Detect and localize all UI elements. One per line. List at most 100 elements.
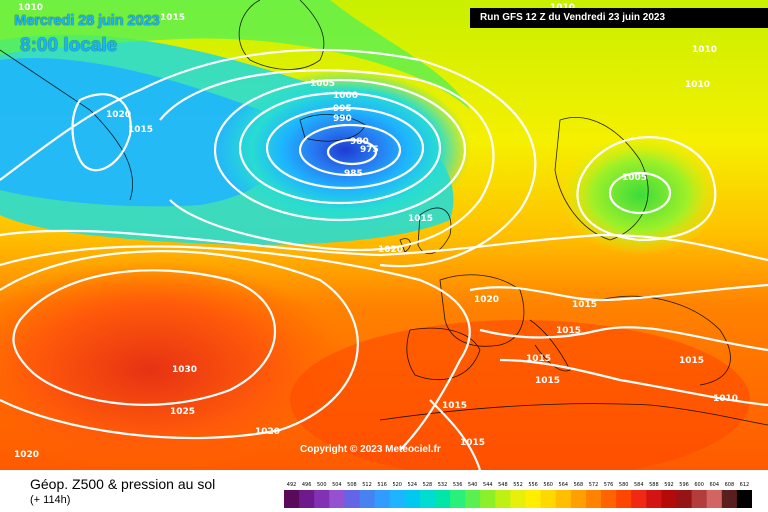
scale-tick-label: 536 bbox=[453, 482, 463, 488]
isobar-1015-south bbox=[499, 358, 768, 407]
mediterranean-warm bbox=[290, 320, 750, 470]
isobar-label: 995 bbox=[333, 104, 352, 114]
scale-swatch bbox=[676, 490, 693, 508]
cold-air-core bbox=[0, 58, 283, 207]
isobar-1015-africa bbox=[429, 399, 482, 470]
scale-tick-label: 528 bbox=[423, 482, 433, 488]
isobar-label: 1025 bbox=[170, 407, 195, 417]
scale-tick-label: 580 bbox=[619, 482, 629, 488]
isobar-1020 bbox=[0, 245, 471, 451]
coastlines bbox=[0, 0, 768, 426]
scale-swatch bbox=[495, 490, 511, 508]
scale-swatch bbox=[404, 490, 421, 508]
scale-tick-label: 540 bbox=[468, 482, 478, 488]
greenland-coast bbox=[238, 0, 325, 70]
scale-tick-label: 572 bbox=[589, 482, 599, 488]
scale-swatch bbox=[480, 490, 496, 508]
isobar-label: 980 bbox=[350, 137, 369, 147]
scale-swatch bbox=[706, 490, 723, 508]
scale-swatch bbox=[570, 490, 587, 508]
scale-tick-label: 600 bbox=[694, 482, 704, 488]
isobar-label: 1020 bbox=[14, 450, 39, 460]
scale-swatch bbox=[465, 490, 481, 508]
scale-tick-label: 508 bbox=[347, 482, 357, 488]
scale-swatch bbox=[434, 490, 451, 508]
isobar-1015-east bbox=[479, 326, 768, 352]
isobar-1000 bbox=[213, 78, 467, 222]
isobar-label: 1010 bbox=[692, 45, 717, 55]
scale-tick-label: 552 bbox=[513, 482, 523, 488]
isobar-label: 1015 bbox=[535, 376, 560, 386]
ireland-coast bbox=[399, 238, 411, 253]
scale-swatch bbox=[661, 490, 678, 508]
isobar-label: 1015 bbox=[460, 438, 485, 448]
isobar-label: 1020 bbox=[255, 427, 280, 437]
scale-tick-label: 588 bbox=[649, 482, 659, 488]
scale-tick-label: 520 bbox=[392, 482, 402, 488]
isobar-label: 1000 bbox=[333, 91, 358, 101]
scale-swatch bbox=[344, 490, 360, 508]
isobar-label: 1015 bbox=[572, 300, 597, 310]
isobar-label: 1020 bbox=[106, 110, 131, 120]
scale-swatch bbox=[736, 490, 752, 508]
isobar-label: 1015 bbox=[526, 354, 551, 364]
north-africa-coast bbox=[379, 403, 768, 426]
scale-swatch bbox=[284, 490, 300, 508]
isobar-label: 1015 bbox=[160, 13, 185, 23]
color-scale: 492 496 500 504 508 512 516 520 524 528 532 536 540 5… bbox=[284, 482, 752, 508]
isobar-995 bbox=[238, 91, 442, 205]
scale-tick-label: 496 bbox=[302, 482, 312, 488]
balkans-coast bbox=[599, 295, 731, 386]
isobar-label: 1020 bbox=[378, 245, 403, 255]
green-band bbox=[0, 0, 470, 110]
scale-swatch bbox=[314, 490, 330, 508]
scale-tick-label: 568 bbox=[574, 482, 584, 488]
pressure-map: 1010 1015 1010 1010 1005 1000 995 990 98… bbox=[0, 0, 768, 470]
scale-tick-label: 576 bbox=[604, 482, 614, 488]
low-pressure-core bbox=[220, 70, 470, 230]
scale-tick-label: 512 bbox=[362, 482, 372, 488]
isobar-label: 1015 bbox=[408, 214, 433, 224]
isobar-1010-east bbox=[576, 136, 717, 242]
scale-tick-label: 524 bbox=[408, 482, 418, 488]
scale-tick-label: 504 bbox=[332, 482, 342, 488]
eastern-low bbox=[560, 135, 720, 255]
isobar-label: 1020 bbox=[474, 295, 499, 305]
scale-tick-label: 564 bbox=[559, 482, 569, 488]
scale-swatch bbox=[359, 490, 376, 508]
scale-swatch bbox=[691, 490, 708, 508]
scale-swatch bbox=[329, 490, 345, 508]
scale-tick-label: 532 bbox=[438, 482, 448, 488]
isobar-lines bbox=[0, 48, 768, 470]
isobar-label: 975 bbox=[360, 145, 379, 155]
scale-tick-label: 548 bbox=[498, 482, 508, 488]
scale-swatch bbox=[585, 490, 602, 508]
isobar-label: 1015 bbox=[679, 356, 704, 366]
scandinavia-coast bbox=[554, 117, 649, 241]
isobar-1025 bbox=[0, 250, 359, 440]
isobar-1005 bbox=[159, 69, 495, 252]
scale-swatch bbox=[631, 490, 647, 508]
greenland-west-coast bbox=[0, 49, 133, 201]
isobar-1020-greenland bbox=[71, 93, 132, 172]
scale-tick-label: 556 bbox=[528, 482, 538, 488]
scale-swatch bbox=[389, 490, 406, 508]
scale-swatch bbox=[540, 490, 557, 508]
scale-tick-label: 604 bbox=[709, 482, 719, 488]
scale-tick-label: 584 bbox=[634, 482, 644, 488]
scale-swatch bbox=[299, 490, 315, 508]
scale-swatch bbox=[616, 490, 632, 508]
isobar-1005-east bbox=[608, 171, 672, 215]
legend-subtitle: (+ 114h) bbox=[30, 494, 71, 506]
isobar-1020-east bbox=[469, 283, 768, 302]
isobar-label: 1005 bbox=[310, 79, 335, 89]
isobar-label: 1015 bbox=[442, 401, 467, 411]
scale-swatch bbox=[721, 490, 738, 508]
scale-swatch bbox=[601, 490, 617, 508]
forecast-time: 8:00 locale bbox=[20, 35, 118, 56]
scale-tick-label: 612 bbox=[740, 482, 750, 488]
isobar-1030 bbox=[12, 269, 277, 406]
isobar-985 bbox=[298, 123, 402, 177]
scale-swatch bbox=[419, 490, 436, 508]
